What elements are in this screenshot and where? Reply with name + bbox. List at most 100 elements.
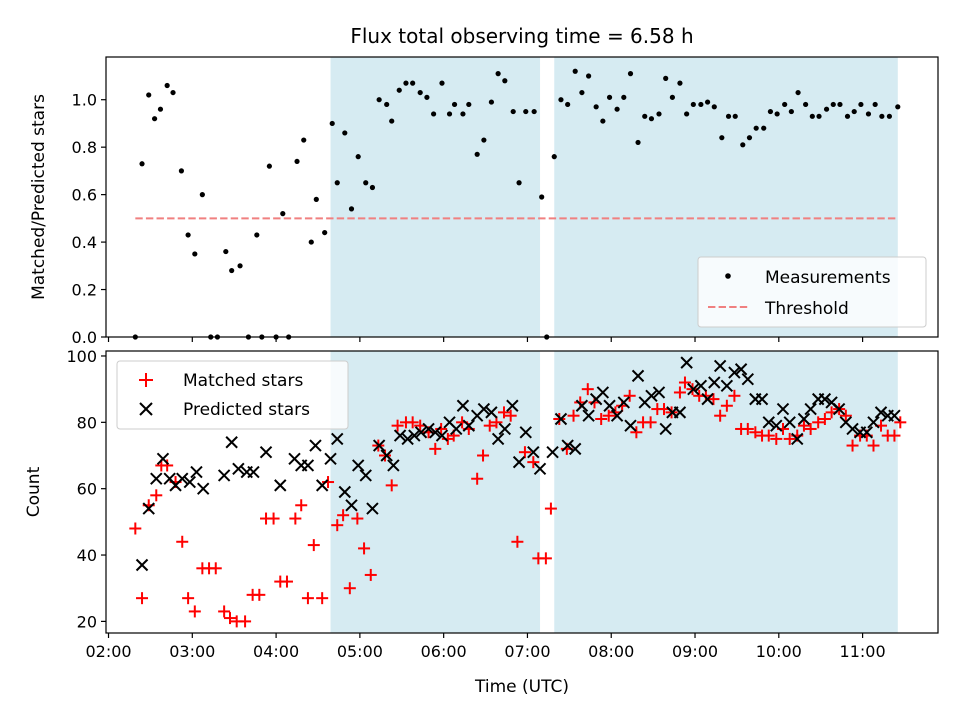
top-y-axis-label: Matched/Predicted stars	[29, 94, 49, 300]
bottom-y-axis-label: Count	[24, 466, 44, 517]
predicted-star-point	[498, 422, 512, 436]
predicted-star-point	[135, 558, 149, 572]
matched-star-point	[391, 419, 404, 432]
predicted-star-point	[568, 442, 582, 456]
measurement-point	[879, 113, 885, 119]
predicted-star-point	[435, 429, 449, 442]
matched-star-point	[553, 413, 566, 426]
bottom-x-tick-label: 10:00	[756, 642, 802, 661]
measurement-point	[516, 180, 522, 186]
matched-star-point	[527, 456, 540, 469]
measurement-point	[669, 94, 675, 100]
matched-star-point	[567, 409, 580, 422]
measurement-point	[170, 89, 176, 96]
matched-star-point	[477, 449, 490, 462]
measurement-point	[767, 108, 774, 115]
predicted-star-point	[156, 452, 170, 466]
measurement-point	[572, 68, 578, 74]
measurement-point	[851, 108, 857, 115]
predicted-star-point	[694, 379, 708, 393]
measurement-point	[254, 232, 260, 238]
matched-star-point	[483, 419, 496, 432]
measurement-point	[139, 161, 145, 167]
measurement-point	[746, 135, 753, 141]
matched-star-point	[295, 499, 308, 512]
measurement-point	[663, 75, 669, 81]
measurement-point	[648, 116, 655, 122]
predicted-star-point	[506, 399, 519, 412]
predicted-star-point	[462, 419, 476, 432]
matched-star-point	[720, 399, 733, 412]
predicted-star-point	[645, 389, 658, 402]
matched-star-point	[188, 605, 201, 618]
measurement-point	[837, 101, 843, 108]
measurement-point	[410, 80, 416, 86]
measurement-point	[313, 196, 319, 202]
matched-star-point	[762, 429, 775, 442]
matched-star-point	[364, 568, 377, 581]
measurement-point	[586, 73, 592, 79]
measurement-point	[606, 94, 613, 100]
matched-star-point	[301, 592, 314, 605]
matched-star-point	[504, 409, 517, 422]
measurement-point	[495, 71, 501, 77]
measurement-point	[424, 94, 430, 100]
bottom-shaded-interval-2	[554, 351, 898, 633]
matched-star-point	[253, 588, 266, 601]
matched-star-point	[783, 432, 796, 445]
measurement-point	[322, 229, 328, 236]
predicted-star-point	[274, 479, 287, 492]
measurement-point	[551, 154, 557, 160]
bottom-x-tick-label: 03:00	[169, 642, 215, 661]
measurement-point	[642, 113, 648, 119]
top-legend: Measurements Threshold	[697, 256, 927, 328]
measurement-point	[725, 113, 732, 119]
predicted-star-point	[450, 422, 463, 436]
top-shaded-interval-1	[330, 57, 541, 337]
predicted-star-point	[150, 472, 163, 485]
predicted-star-point	[631, 369, 645, 383]
measurement-point	[844, 113, 851, 119]
bottom-legend: Matched stars Predicted stars	[116, 360, 349, 430]
predicted-star-point	[755, 392, 769, 406]
measurement-point	[146, 92, 152, 98]
predicted-star-point	[217, 469, 231, 482]
measurement-point	[384, 101, 390, 108]
measurement-point	[329, 120, 335, 127]
predicted-star-point	[561, 439, 574, 452]
measurement-point	[656, 111, 662, 117]
bottom-y-tick-label: 20	[77, 612, 97, 631]
measurement-point	[704, 99, 711, 105]
predicted-star-point	[860, 426, 873, 439]
matched-star-point	[839, 409, 852, 422]
bottom-x-tick-label: 04:00	[253, 642, 299, 661]
predicted-star-point	[401, 432, 414, 446]
predicted-star-point	[142, 502, 155, 515]
predicted-star-point	[582, 409, 595, 422]
bottom-x-axis-label: Time (UTC)	[474, 677, 569, 697]
measurement-point	[761, 125, 767, 131]
measurement-point	[376, 97, 382, 103]
matched-star-point	[714, 409, 727, 422]
predicted-star-point	[708, 376, 721, 389]
measurement-point	[886, 113, 893, 119]
measurement-point	[830, 101, 836, 108]
legend-label-matched: Matched stars	[183, 371, 303, 391]
bottom-axes-frame	[105, 350, 939, 634]
measurement-point	[531, 108, 537, 115]
predicted-star-point	[345, 499, 358, 512]
predicted-star-point	[359, 469, 372, 482]
bottom-y-tick-label: 60	[77, 480, 97, 499]
predicted-star-point	[741, 372, 755, 386]
matched-star-point	[182, 592, 195, 605]
measurement-point	[719, 135, 725, 141]
matched-star-point	[307, 539, 320, 552]
predicted-star-point	[301, 459, 315, 472]
matched-star-point	[224, 612, 237, 625]
bottom-legend-box	[116, 360, 349, 430]
measurement-point	[711, 104, 717, 110]
matched-star-point	[218, 605, 231, 618]
predicted-star-point	[519, 426, 532, 439]
predicted-star-point	[196, 482, 210, 495]
predicted-star-point	[770, 419, 783, 432]
